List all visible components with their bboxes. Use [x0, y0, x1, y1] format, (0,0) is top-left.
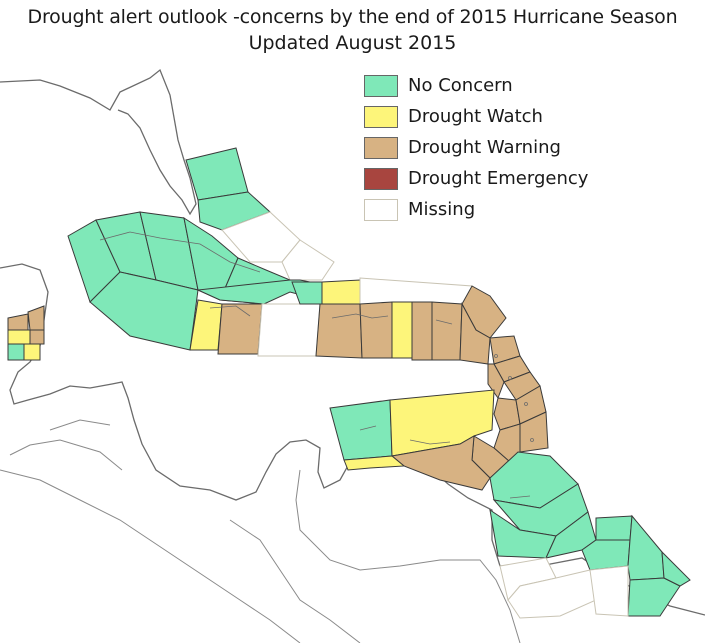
- legend-item-missing: Missing: [364, 194, 588, 225]
- legend-item-drought-emergency: Drought Emergency: [364, 163, 588, 194]
- region-haiti-missing: [257, 303, 321, 357]
- florida-coastline: [0, 68, 197, 216]
- region-pr-central: [431, 301, 463, 361]
- region-dr-east-watch: [391, 301, 413, 359]
- legend-swatch-drought-emergency: [364, 167, 398, 190]
- region-pr-west: [411, 301, 433, 361]
- legend-swatch-no-concern: [364, 74, 398, 97]
- legend-label: Drought Emergency: [408, 168, 589, 189]
- region-dr-central: [359, 301, 393, 359]
- region-suriname-east: [627, 514, 665, 581]
- region-belize-a: [7, 313, 29, 331]
- map-title: Drought alert outlook -concerns by the e…: [0, 4, 705, 56]
- legend-label: Missing: [408, 199, 476, 220]
- legend-item-no-concern: No Concern: [364, 70, 588, 101]
- legend-label: No Concern: [408, 75, 513, 96]
- legend-swatch-drought-watch: [364, 105, 398, 128]
- region-belize-north: [27, 305, 45, 331]
- region-bahamas-north: [185, 147, 249, 201]
- region-dr-west: [315, 303, 363, 359]
- region-belize-b: [7, 329, 31, 345]
- legend-swatch-missing: [364, 198, 398, 221]
- island-specks: [99, 231, 534, 499]
- region-dr-northeast-missing: [359, 277, 473, 305]
- legend-item-drought-warning: Drought Warning: [364, 132, 588, 163]
- region-belize-e: [23, 343, 41, 361]
- south-america-interior: [229, 469, 521, 643]
- legend-item-drought-watch: Drought Watch: [364, 101, 588, 132]
- central-america-interior: [0, 469, 301, 643]
- map-legend: No Concern Drought Watch Drought Warning…: [364, 70, 588, 225]
- region-belize-c: [29, 329, 45, 345]
- region-la-1: [459, 302, 491, 365]
- region-haiti-north: [291, 281, 323, 305]
- map-title-line1: Drought alert outlook -concerns by the e…: [27, 6, 678, 28]
- legend-label: Drought Warning: [408, 137, 561, 158]
- region-french-guiana: [627, 577, 681, 617]
- region-venezuela-coast-watch: [343, 455, 406, 471]
- region-french-guiana-coast: [661, 550, 691, 587]
- region-suriname-west: [581, 539, 631, 571]
- region-suriname-north: [595, 515, 633, 541]
- region-jamaica-east: [217, 303, 263, 355]
- region-la-5: [487, 363, 505, 400]
- region-turks-caicos-missing: [281, 239, 335, 281]
- legend-label: Drought Watch: [408, 106, 543, 127]
- map-title-line2: Updated August 2015: [248, 32, 457, 54]
- region-sa-interior-missing-c: [589, 565, 629, 617]
- region-belize-d: [7, 343, 25, 361]
- legend-swatch-drought-warning: [364, 136, 398, 159]
- coast-detail-west: [9, 419, 123, 471]
- region-dr-north-watch: [321, 279, 361, 305]
